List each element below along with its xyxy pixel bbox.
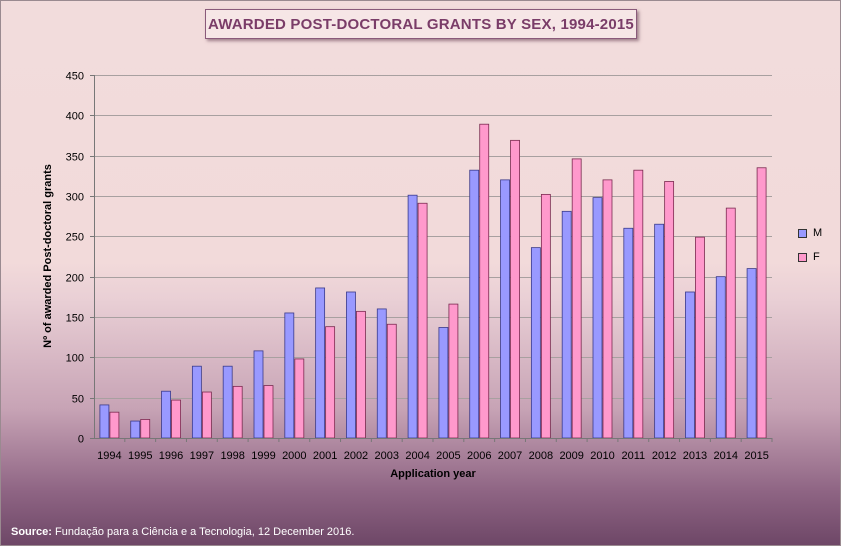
x-tick-label: 2012 [652,450,676,462]
bar-f-1997 [201,391,212,439]
x-tick-label: 1997 [190,450,214,462]
legend: M F [798,227,822,275]
legend-swatch-f [798,252,807,262]
y-tick-label: 300 [66,192,84,204]
bar-f-2013 [695,236,705,439]
bar-f-1999 [263,385,274,439]
bar-f-2015 [756,167,767,439]
bar-f-2007 [510,139,520,439]
bar-m-2004 [407,194,418,439]
bar-m-1997 [191,365,202,439]
bar-m-2012 [654,223,665,439]
bar-f-2005 [448,303,459,439]
bar-m-2002 [346,291,356,439]
bar-m-2008 [530,247,541,439]
bar-f-2002 [356,310,366,439]
x-tick-label: 2010 [590,450,614,462]
bar-m-1995 [130,420,141,439]
x-tick-label: 2013 [683,450,707,462]
bar-f-2014 [725,207,736,439]
x-tick-label: 2003 [375,450,399,462]
x-tick-label: 2008 [529,450,553,462]
bar-f-1998 [232,385,243,439]
bar-f-2006 [479,123,490,439]
y-tick-label: 250 [66,232,84,244]
legend-label-m: M [813,227,823,239]
bar-m-1994 [99,404,110,439]
bar-m-2013 [685,291,695,439]
chart-title-box: AWARDED POST-DOCTORAL GRANTS BY SEX, 199… [205,9,637,39]
x-tick-label: 2009 [559,450,583,462]
bar-f-2001 [325,326,336,439]
bar-f-2008 [540,193,551,439]
bar-m-2011 [623,227,634,439]
bar-m-2009 [561,210,572,439]
bar-m-1996 [161,390,171,439]
x-tick-label: 1996 [159,450,183,462]
bar-f-2010 [602,179,613,439]
bar-m-2006 [469,169,480,439]
bar-f-2000 [294,358,305,439]
bar-m-2014 [715,276,726,439]
bar-m-2000 [284,312,295,439]
legend-item-f: F [798,251,822,263]
y-tick-label: 350 [66,152,84,164]
y-tick-label: 50 [72,394,84,406]
x-tick-label: 2000 [282,450,306,462]
legend-label-f: F [813,251,820,263]
source-label: Source: [11,526,52,538]
x-tick-label: 1998 [220,450,244,462]
y-tick-label: 0 [78,434,84,446]
x-tick-label: 1995 [128,450,152,462]
bar-f-1994 [109,411,120,439]
bar-m-1999 [253,350,264,439]
source-text: Fundação para a Ciência e a Tecnologia, … [51,526,355,538]
y-tick-label: 100 [66,353,84,365]
bar-m-2010 [592,197,603,439]
bar-f-1996 [171,399,181,439]
y-tick-label: 450 [66,71,84,83]
x-tick-label: 2005 [436,450,460,462]
x-tick-label: 2007 [498,450,522,462]
source-note: Source: Fundação para a Ciência e a Tecn… [11,526,354,538]
bar-f-2009 [571,158,582,439]
x-tick-label: 1999 [251,450,275,462]
bar-m-2015 [746,268,757,439]
bar-m-2007 [500,179,510,439]
y-axis-title: Nº of awarded Post-doctoral grants [42,164,54,348]
x-tick-label: 2001 [313,450,337,462]
x-tick-label: 2015 [744,450,768,462]
bar-m-2005 [438,327,449,439]
x-tick-label: 2011 [621,450,645,462]
bar-f-2004 [417,202,428,439]
bar-m-2001 [315,287,326,439]
legend-swatch-m [798,228,807,238]
y-tick-label: 400 [66,111,84,123]
y-tick-label: 150 [66,313,84,325]
bar-f-2011 [633,169,644,439]
x-tick-label: 2004 [405,450,429,462]
x-tick-label: 2002 [344,450,368,462]
chart-title: AWARDED POST-DOCTORAL GRANTS BY SEX, 199… [208,15,634,33]
legend-item-m: M [798,227,822,239]
bar-m-1998 [222,365,233,439]
bar-f-2012 [664,181,675,439]
y-tick-label: 200 [66,273,84,285]
bar-m-2003 [376,308,387,439]
x-axis-title: Application year [390,468,476,480]
bar-f-1995 [140,419,151,439]
x-tick-label: 1994 [97,450,121,462]
x-tick-label: 2014 [714,450,738,462]
x-tick-label: 2006 [467,450,491,462]
bar-f-2003 [386,323,397,439]
